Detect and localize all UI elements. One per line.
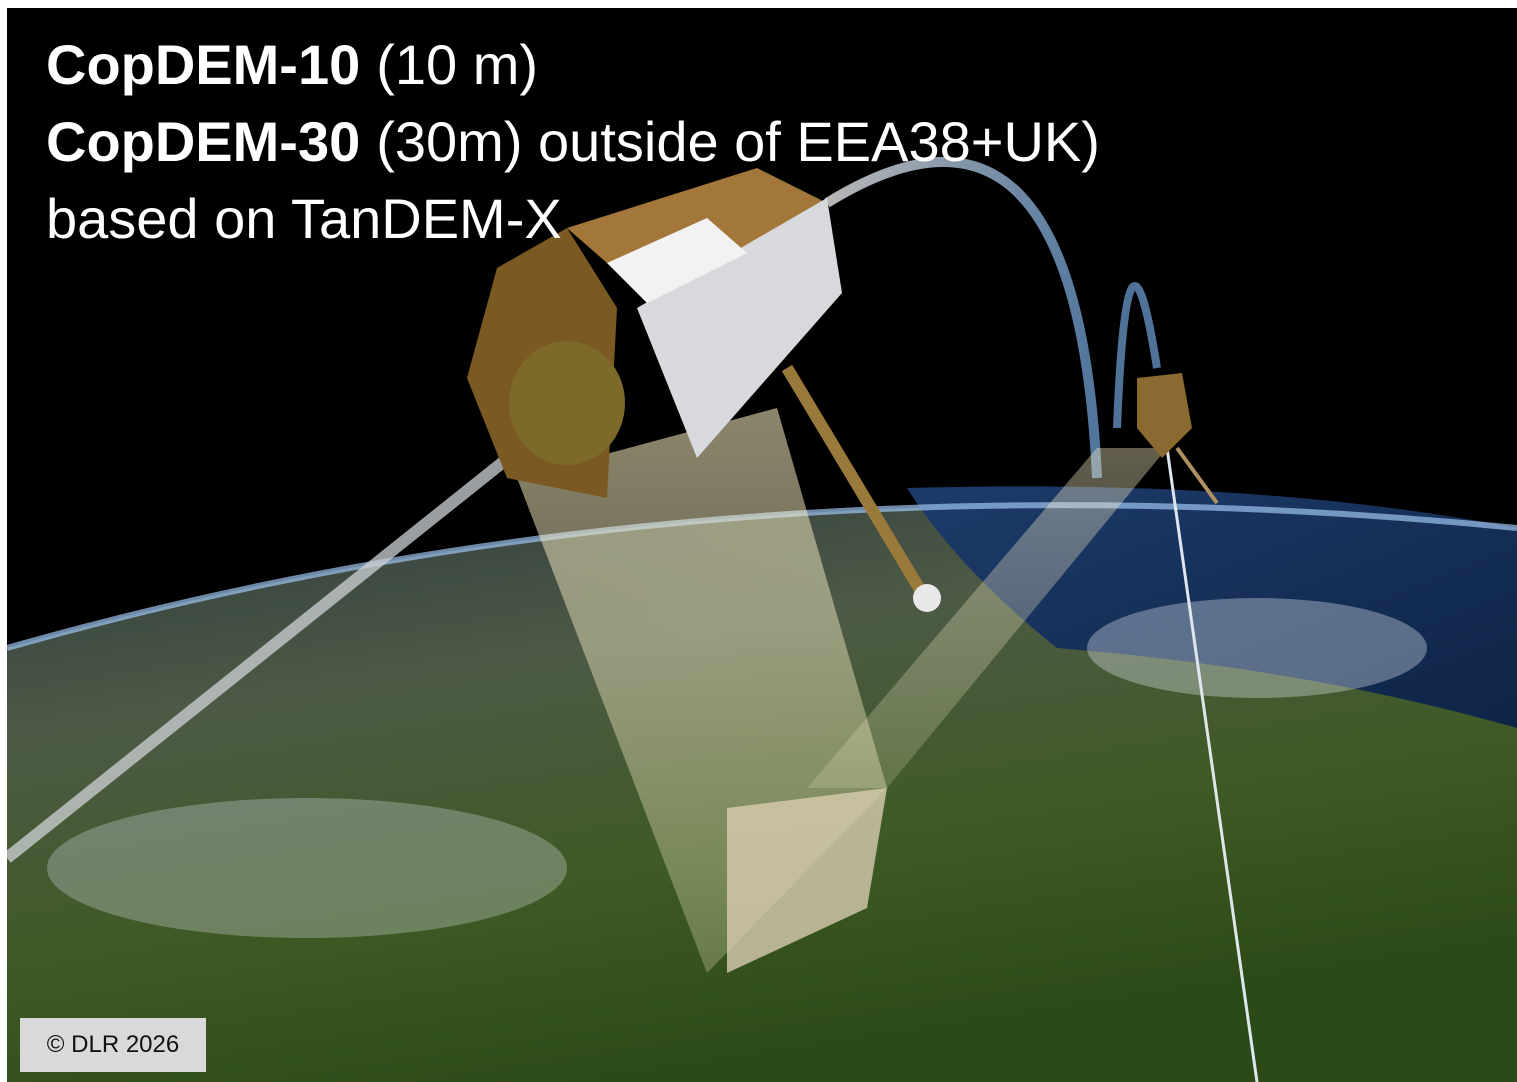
caption-line: based on TanDEM-X bbox=[46, 180, 1100, 257]
copyright-credit: © DLR 2026 bbox=[20, 1018, 206, 1072]
caption-text: (10 m) bbox=[376, 33, 538, 96]
product-name: CopDEM-10 bbox=[46, 33, 360, 96]
caption-text: (30m) outside of EEA38+UK) bbox=[376, 110, 1100, 173]
product-name: CopDEM-30 bbox=[46, 110, 360, 173]
caption-line: CopDEM-30 (30m) outside of EEA38+UK) bbox=[46, 103, 1100, 180]
caption-text: based on TanDEM-X bbox=[46, 187, 562, 250]
page: {"caption": {"lines": [ {"bold": "CopDEM… bbox=[0, 0, 1517, 1082]
caption-line: CopDEM-10 (10 m) bbox=[46, 26, 1100, 103]
caption: CopDEM-10 (10 m) CopDEM-30 (30m) outside o… bbox=[46, 26, 1100, 257]
